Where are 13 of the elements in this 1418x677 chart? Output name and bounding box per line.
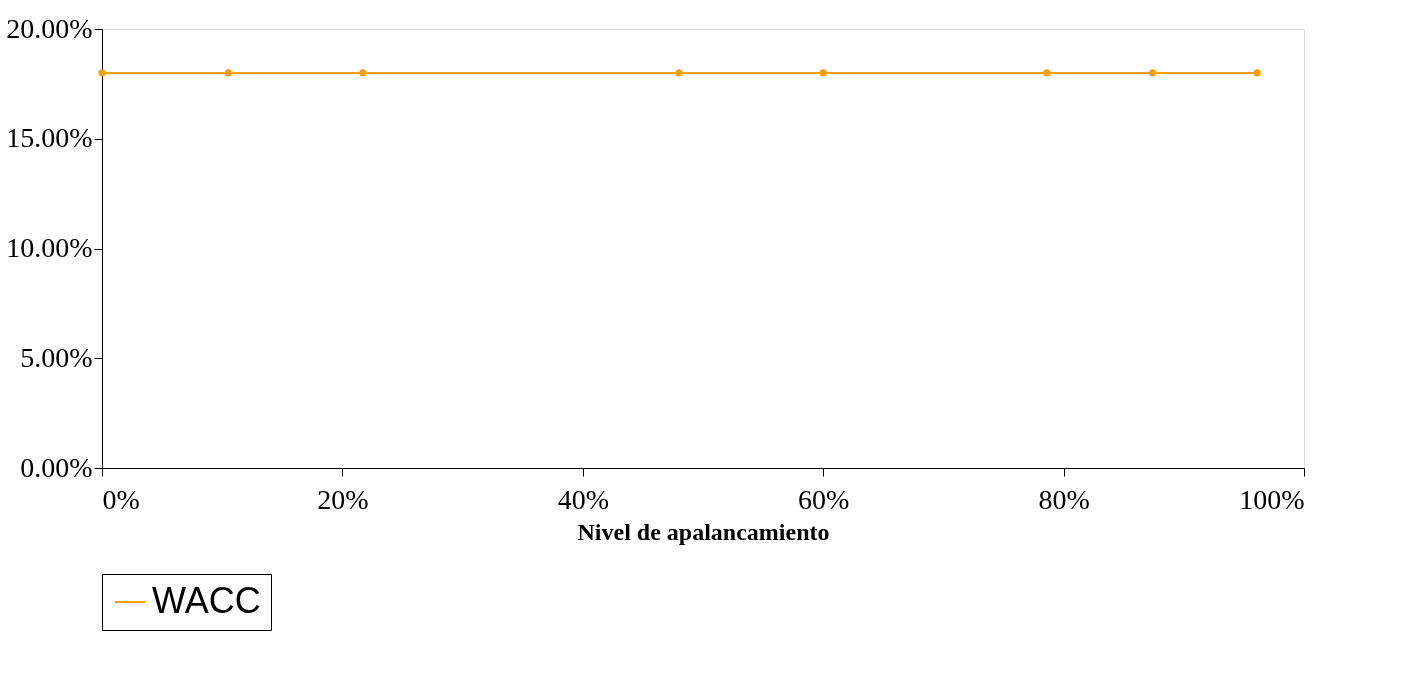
y-tick-label: 10.00% <box>6 232 93 263</box>
y-tick-label: 20.00% <box>6 12 93 44</box>
y-tick-label: 5.00% <box>20 341 93 373</box>
y-tick-label: 15.00% <box>6 122 93 154</box>
x-tick-label: 20% <box>317 483 369 515</box>
x-tick-label: 0% <box>102 483 140 515</box>
legend-label: WACC <box>152 580 261 621</box>
x-tick-label: 60% <box>798 483 850 515</box>
y-tick-label: 0.00% <box>20 451 93 483</box>
x-tick-label: 80% <box>1038 483 1090 515</box>
x-tick-label: 100% <box>1239 483 1305 515</box>
x-tick-label: 40% <box>557 483 609 515</box>
x-axis-title: Nivel de apalancamiento <box>577 518 830 545</box>
